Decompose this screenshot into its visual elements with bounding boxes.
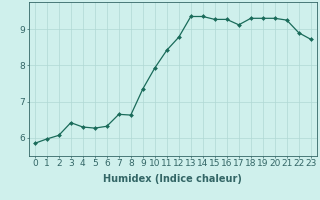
X-axis label: Humidex (Indice chaleur): Humidex (Indice chaleur) — [103, 174, 242, 184]
